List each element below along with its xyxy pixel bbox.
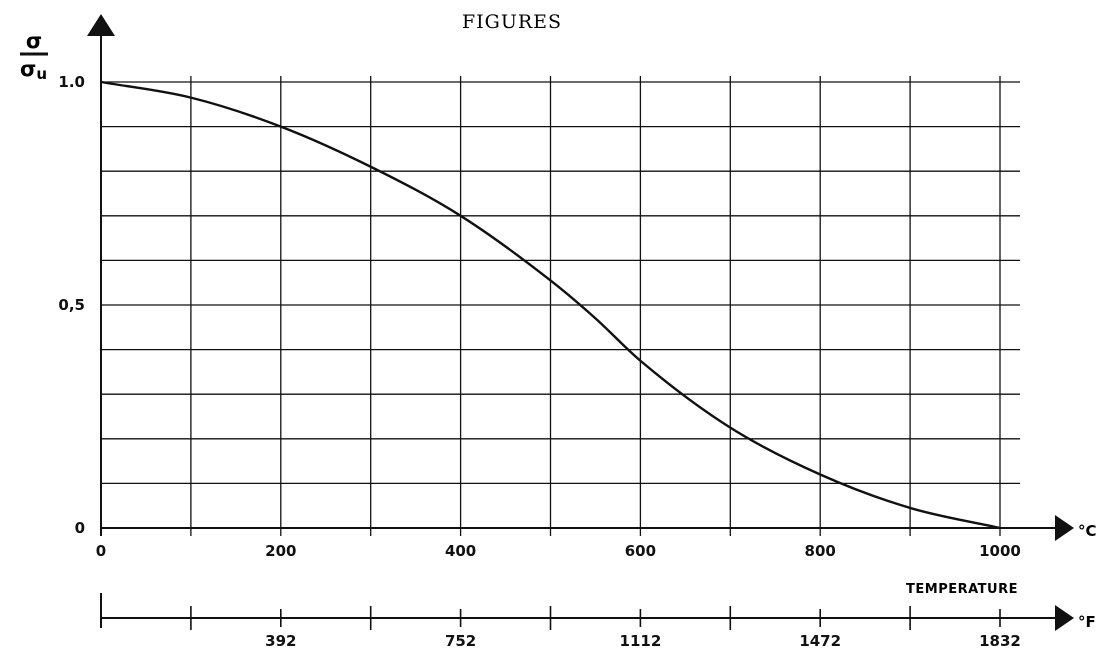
y-axis-label: σ σu [20,29,48,83]
axes [87,14,1074,631]
y-tick-label: 1.0 [58,73,85,91]
series-line [100,80,1001,530]
y-axis-arrow [87,14,115,36]
x-secondary-tick-label: 1472 [799,632,841,650]
x-axis-title: TEMPERATURE [906,582,1018,597]
series [100,80,1001,530]
y-tick-label: 0,5 [58,296,85,314]
y-axis-label-denominator-subscript: u [36,65,47,83]
x-axis-arrow [1055,515,1074,541]
x-axis-unit-celsius: °C [1078,522,1097,540]
y-axis-label-denominator: σu [20,57,47,83]
x-tick-label: 0 [96,542,106,560]
x-secondary-tick-label: 1112 [620,632,662,650]
y-tick-label: 0 [75,519,85,537]
x-tick-label: 600 [625,542,656,560]
x-tick-label: 800 [805,542,836,560]
x-secondary-tick-label: 752 [445,632,476,650]
tick-labels: 0 0,5 1.0 0 200 400 600 800 1000 392 752 1112 1472 18… [58,73,1020,650]
page-heading: FIGURES [462,11,562,33]
x-secondary-tick-label: 392 [265,632,296,650]
x-tick-label: 400 [445,542,476,560]
x-secondary-tick-label: 1832 [979,632,1021,650]
grid [101,76,1020,536]
x-tick-label: 1000 [979,542,1021,560]
x-tick-label: 200 [265,542,296,560]
x-axis-unit-fahrenheit: °F [1078,613,1096,631]
x-secondary-axis-arrow [1055,605,1074,631]
y-axis-label-numerator: σ [26,29,42,53]
y-axis-label-denominator-symbol: σ [20,57,36,81]
